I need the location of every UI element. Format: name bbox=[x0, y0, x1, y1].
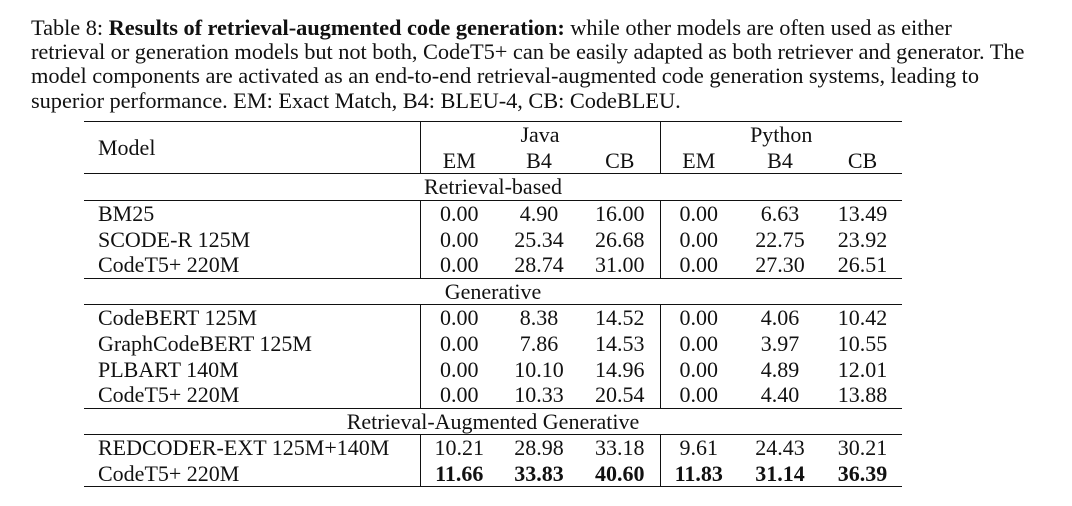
value-cell: 0.00 bbox=[419, 356, 498, 382]
value-cell: 0.00 bbox=[419, 251, 498, 279]
model-name-cell: CodeT5+ 220M bbox=[98, 252, 240, 278]
value-cell: 31.14 bbox=[755, 461, 805, 487]
value-cell: 8.38 bbox=[519, 305, 559, 331]
value-cell: 0.00 bbox=[419, 330, 498, 357]
value-cell: 0.00 bbox=[659, 251, 737, 279]
value-cell: 0.00 bbox=[419, 200, 498, 227]
caption-body: while other models are often used as eit… bbox=[31, 15, 1025, 113]
value-cell: 0.00 bbox=[419, 226, 498, 252]
model-name-cell: PLBART 140M bbox=[98, 356, 239, 382]
value-cell: 26.51 bbox=[837, 252, 888, 278]
value-cell: 22.75 bbox=[755, 226, 805, 252]
value-cell: 11.83 bbox=[659, 460, 737, 487]
model-name-cell: CodeBERT 125M bbox=[98, 305, 258, 331]
value-cell: 7.86 bbox=[519, 331, 559, 357]
value-cell: 10.55 bbox=[837, 331, 888, 357]
model-name-cell: GraphCodeBERT 125M bbox=[98, 331, 312, 357]
value-cell: 4.06 bbox=[760, 305, 800, 331]
header-row-metrics: EM B4 CB EM B4 CB bbox=[84, 147, 902, 174]
value-cell: 10.42 bbox=[837, 305, 888, 331]
metric-header: EM bbox=[419, 147, 498, 174]
metric-header: B4 bbox=[526, 147, 552, 173]
value-cell: 27.30 bbox=[755, 252, 805, 278]
value-cell: 25.34 bbox=[514, 226, 564, 252]
value-cell: 9.61 bbox=[659, 434, 737, 461]
section-title: Retrieval-Augmented Generative bbox=[346, 408, 640, 434]
table-row: CodeT5+ 220M 11.66 33.83 40.60 11.83 31.14 36.… bbox=[84, 460, 902, 487]
value-cell: 23.92 bbox=[837, 226, 888, 252]
table-row: GraphCodeBERT 125M 0.00 7.86 14.53 0.00 3.97 1… bbox=[84, 330, 902, 357]
table-row: CodeBERT 125M 0.00 8.38 14.52 0.00 4.06 10.42 bbox=[84, 304, 902, 331]
section-row: Retrieval-Augmented Generative bbox=[84, 408, 902, 435]
section-title: Generative bbox=[444, 278, 542, 304]
table-row: PLBART 140M 0.00 10.10 14.96 0.00 4.89 12.01 bbox=[84, 356, 902, 382]
model-name-cell: CodeT5+ 220M bbox=[98, 382, 240, 408]
metric-header: EM bbox=[659, 147, 737, 174]
value-cell: 14.53 bbox=[595, 331, 645, 357]
value-cell: 13.88 bbox=[837, 382, 888, 408]
value-cell: 0.00 bbox=[659, 356, 737, 382]
value-cell: 0.00 bbox=[419, 381, 498, 409]
value-cell: 24.43 bbox=[755, 435, 805, 461]
value-cell: 0.00 bbox=[419, 304, 498, 331]
table-row: CodeT5+ 220M 0.00 10.33 20.54 0.00 4.40 13.88 bbox=[84, 381, 902, 409]
group-header-java: Java bbox=[419, 121, 660, 148]
caption-title: Results of retrieval-augmented code gene… bbox=[108, 15, 565, 40]
table-caption: Table 8: Results of retrieval-augmented … bbox=[31, 15, 1031, 113]
value-cell: 36.39 bbox=[837, 461, 888, 487]
value-cell: 12.01 bbox=[837, 356, 888, 382]
value-cell: 28.98 bbox=[514, 435, 564, 461]
value-cell: 6.63 bbox=[760, 201, 800, 227]
model-name-cell: CodeT5+ 220M bbox=[98, 461, 240, 487]
value-cell: 0.00 bbox=[659, 226, 737, 252]
value-cell: 0.00 bbox=[659, 330, 737, 357]
value-cell: 10.10 bbox=[514, 356, 564, 382]
model-name-cell: REDCODER-EXT 125M+140M bbox=[98, 435, 390, 461]
caption-prefix: Table 8: bbox=[31, 15, 109, 40]
table-row: CodeT5+ 220M 0.00 28.74 31.00 0.00 27.30 26.51 bbox=[84, 251, 902, 279]
metric-header: B4 bbox=[767, 147, 793, 173]
value-cell: 26.68 bbox=[595, 226, 645, 252]
metric-header: CB bbox=[605, 147, 635, 173]
table-row: REDCODER-EXT 125M+140M 10.21 28.98 33.18 9.6… bbox=[84, 434, 902, 461]
section-title: Retrieval-based bbox=[423, 174, 563, 200]
value-cell: 16.00 bbox=[595, 201, 645, 227]
value-cell: 40.60 bbox=[595, 461, 645, 487]
value-cell: 14.52 bbox=[595, 305, 645, 331]
value-cell: 0.00 bbox=[659, 200, 737, 227]
value-cell: 4.90 bbox=[519, 201, 559, 227]
value-cell: 0.00 bbox=[659, 381, 737, 409]
value-cell: 28.74 bbox=[514, 252, 564, 278]
metric-header: CB bbox=[847, 147, 878, 173]
model-name-cell: BM25 bbox=[98, 201, 155, 227]
value-cell: 33.83 bbox=[514, 461, 564, 487]
model-name-cell: SCODE-R 125M bbox=[98, 226, 251, 252]
value-cell: 4.40 bbox=[760, 382, 800, 408]
section-row: Generative bbox=[84, 278, 902, 305]
model-column-header: Model bbox=[98, 135, 156, 161]
results-table: Model Java Python EM B4 CB EM B4 CB Retr… bbox=[84, 121, 902, 487]
section-row: Retrieval-based bbox=[84, 173, 902, 201]
value-cell: 10.33 bbox=[514, 382, 564, 408]
table-row: SCODE-R 125M 0.00 25.34 26.68 0.00 22.75 23.92 bbox=[84, 226, 902, 252]
value-cell: 4.89 bbox=[760, 356, 800, 382]
group-header-python: Python bbox=[659, 121, 902, 148]
value-cell: 14.96 bbox=[595, 356, 645, 382]
header-row-groups: Model Java Python bbox=[84, 121, 902, 159]
value-cell: 13.49 bbox=[837, 201, 888, 227]
value-cell: 31.00 bbox=[595, 252, 645, 278]
value-cell: 30.21 bbox=[837, 435, 888, 461]
value-cell: 11.66 bbox=[419, 460, 498, 487]
table-row: BM25 0.00 4.90 16.00 0.00 6.63 13.49 bbox=[84, 200, 902, 227]
value-cell: 3.97 bbox=[760, 331, 800, 357]
value-cell: 10.21 bbox=[419, 434, 498, 461]
value-cell: 20.54 bbox=[595, 382, 645, 408]
value-cell: 33.18 bbox=[595, 435, 645, 461]
value-cell: 0.00 bbox=[659, 304, 737, 331]
